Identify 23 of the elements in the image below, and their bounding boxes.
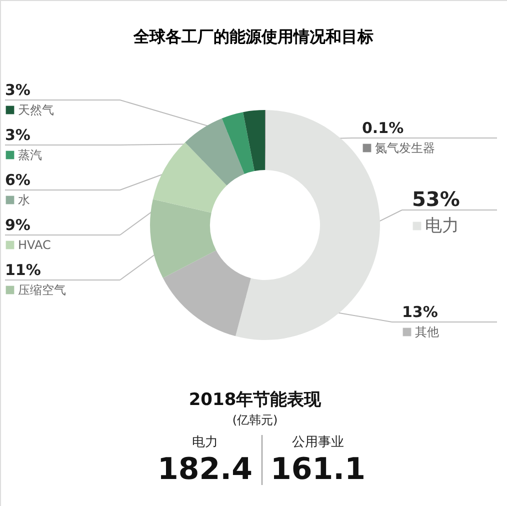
text: 182.4: [158, 452, 252, 487]
data-label: 0.1%: [362, 119, 404, 137]
legend-label: 天然气: [18, 103, 54, 117]
legend-label: 氮气发生器: [375, 141, 435, 155]
legend-label: HVAC: [18, 238, 51, 252]
data-label: 11%: [5, 261, 41, 279]
legend-label: 压缩空气: [18, 283, 66, 297]
legend-label: 蒸汽: [18, 148, 42, 162]
legend-label: 水: [18, 193, 30, 207]
data-label: 6%: [5, 171, 30, 189]
legend-label: 其他: [415, 325, 439, 339]
data-label: 53%: [412, 187, 460, 211]
data-label: 3%: [5, 81, 30, 99]
text: 电力: [192, 435, 218, 450]
text: 公用事业: [292, 435, 344, 450]
chart-title: 全球各工厂的能源使用情况和目标: [132, 27, 374, 46]
data-label: 13%: [402, 303, 438, 321]
data-label: 3%: [5, 126, 30, 144]
text: 2018年节能表现: [188, 390, 322, 410]
legend-label: 电力: [425, 216, 459, 236]
data-label: 9%: [5, 216, 30, 234]
text: (亿韩元): [232, 413, 278, 427]
text: 161.1: [270, 452, 366, 487]
